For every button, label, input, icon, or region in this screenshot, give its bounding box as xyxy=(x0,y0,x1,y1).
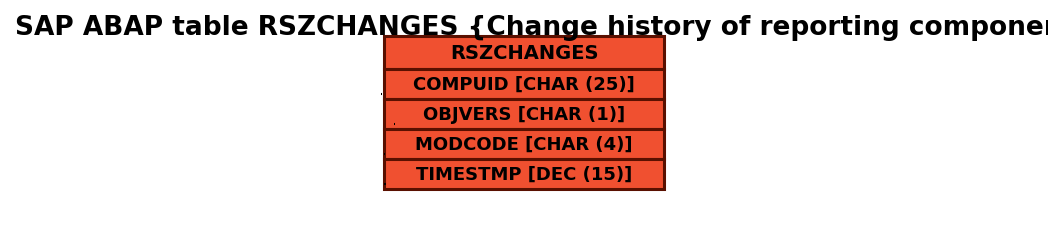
Text: RSZCHANGES: RSZCHANGES xyxy=(450,44,598,63)
Text: TIMESTMP [DEC (15)]: TIMESTMP [DEC (15)] xyxy=(416,165,632,183)
Text: SAP ABAP table RSZCHANGES {Change history of reporting components}: SAP ABAP table RSZCHANGES {Change histor… xyxy=(15,15,1048,41)
Bar xyxy=(384,100,664,129)
Bar xyxy=(384,37,664,70)
Text: OBJVERS [CHAR (1)]: OBJVERS [CHAR (1)] xyxy=(423,106,625,123)
Bar xyxy=(384,159,664,189)
Text: MODCODE [CHAR (4)]: MODCODE [CHAR (4)] xyxy=(415,135,633,153)
Bar xyxy=(384,129,664,159)
Bar xyxy=(384,70,664,100)
Text: COMPUID [CHAR (25)]: COMPUID [CHAR (25)] xyxy=(413,76,635,94)
